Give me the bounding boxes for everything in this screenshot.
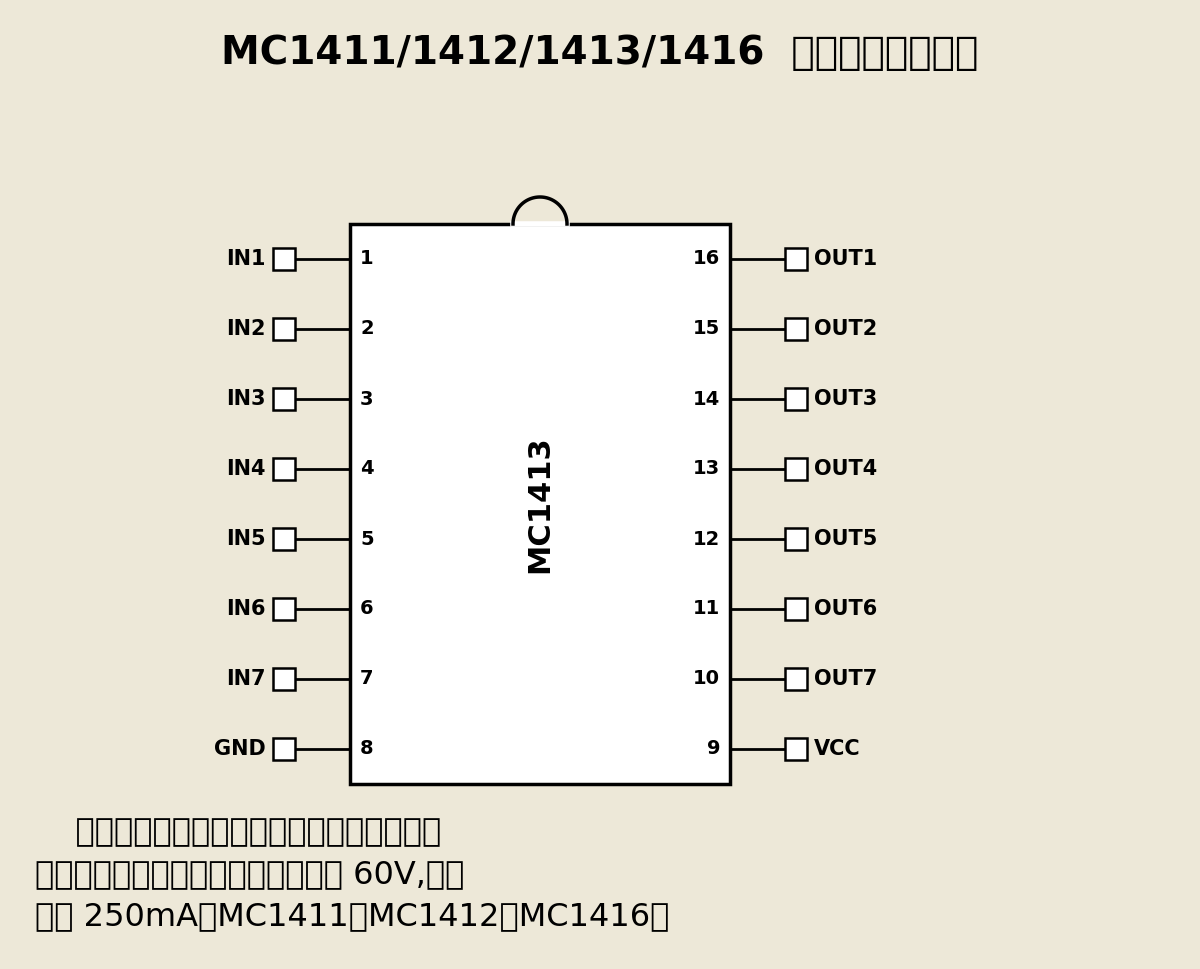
Text: 1: 1	[360, 249, 373, 268]
Text: IN5: IN5	[227, 529, 266, 549]
Text: 15: 15	[692, 320, 720, 338]
Text: IN7: IN7	[227, 669, 266, 689]
Text: 14: 14	[692, 390, 720, 409]
Bar	[274, 248, 295, 270]
Text: OUT4: OUT4	[814, 459, 877, 479]
Text: 2: 2	[360, 320, 373, 338]
Text: OUT1: OUT1	[814, 249, 877, 269]
Text: VCC: VCC	[814, 739, 860, 759]
Text: 3: 3	[360, 390, 373, 409]
Bar	[785, 388, 808, 410]
Text: 12: 12	[692, 529, 720, 548]
Text: IN4: IN4	[227, 459, 266, 479]
Text: OUT2: OUT2	[814, 319, 877, 339]
Text: 管以保护电感负载的安全；输出电压 60V,输出: 管以保护电感负载的安全；输出电压 60V,输出	[35, 859, 464, 890]
Text: 5: 5	[360, 529, 373, 548]
Text: MC1411/1412/1413/1416  达林顿晶体管阵列: MC1411/1412/1413/1416 达林顿晶体管阵列	[221, 34, 979, 72]
Text: GND: GND	[215, 739, 266, 759]
Text: 10: 10	[694, 670, 720, 689]
Text: 16: 16	[692, 249, 720, 268]
Text: OUT7: OUT7	[814, 669, 877, 689]
Bar	[785, 528, 808, 550]
Bar	[350, 224, 730, 784]
Text: IN1: IN1	[227, 249, 266, 269]
Text: 6: 6	[360, 600, 373, 618]
Text: 电流 250mA。MC1411、MC1412、MC1416、: 电流 250mA。MC1411、MC1412、MC1416、	[35, 901, 670, 932]
Bar	[274, 388, 295, 410]
Bar	[785, 248, 808, 270]
Text: OUT3: OUT3	[814, 389, 877, 409]
Text: 适用于驱动各种指示灯等；内部有保护二极: 适用于驱动各种指示灯等；内部有保护二极	[35, 817, 442, 848]
Bar	[274, 598, 295, 620]
Bar	[785, 458, 808, 480]
Bar	[274, 458, 295, 480]
Text: 13: 13	[692, 459, 720, 479]
Text: IN3: IN3	[227, 389, 266, 409]
Bar	[785, 598, 808, 620]
Text: IN2: IN2	[227, 319, 266, 339]
Bar	[785, 318, 808, 340]
Bar	[274, 738, 295, 760]
Text: MC1413: MC1413	[526, 435, 554, 573]
Text: OUT5: OUT5	[814, 529, 877, 549]
Bar	[274, 318, 295, 340]
Bar	[785, 668, 808, 690]
Bar	[274, 528, 295, 550]
Text: 4: 4	[360, 459, 373, 479]
Text: 11: 11	[692, 600, 720, 618]
Text: 7: 7	[360, 670, 373, 689]
Text: OUT6: OUT6	[814, 599, 877, 619]
Text: 9: 9	[707, 739, 720, 759]
Text: 8: 8	[360, 739, 373, 759]
Bar	[785, 738, 808, 760]
Bar	[274, 668, 295, 690]
Text: IN6: IN6	[227, 599, 266, 619]
